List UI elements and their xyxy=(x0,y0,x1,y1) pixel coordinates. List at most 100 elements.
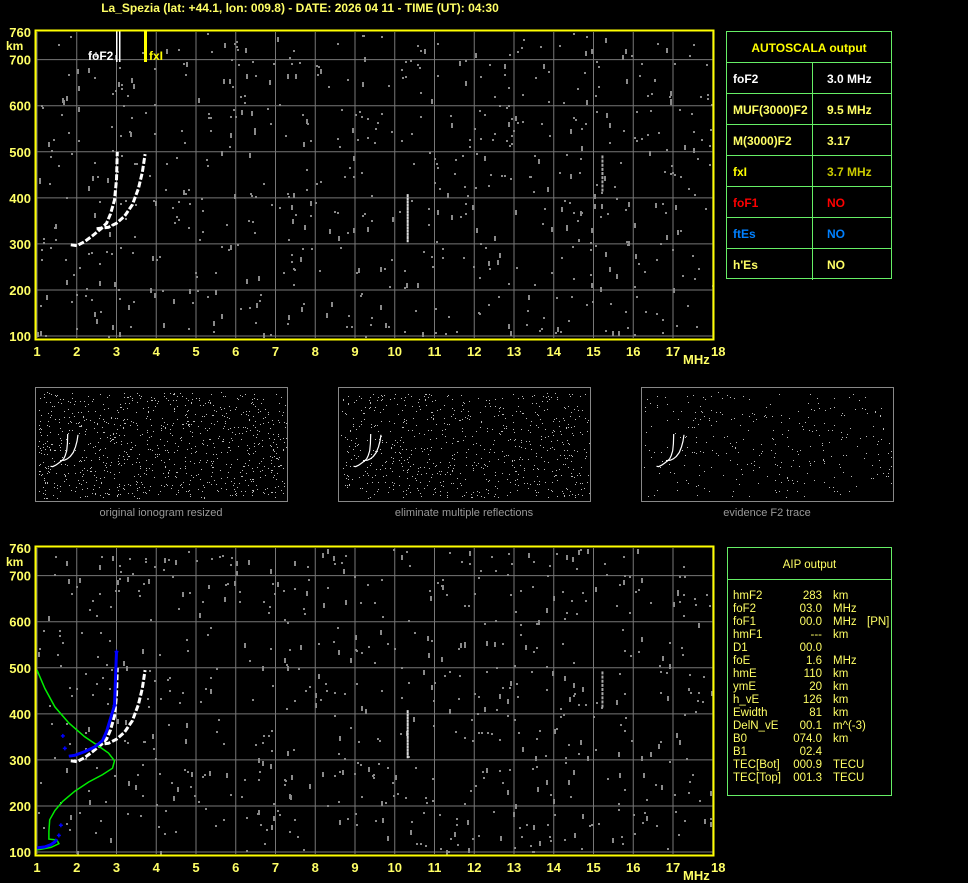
noise-dot xyxy=(718,455,719,456)
noise-dot xyxy=(686,480,687,481)
noise-dot xyxy=(476,465,477,466)
noise-dot xyxy=(334,563,336,565)
noise-dot xyxy=(439,471,440,472)
noise-dot xyxy=(182,692,184,694)
noise-dot xyxy=(146,418,147,419)
column-divider xyxy=(812,125,813,156)
noise-dot xyxy=(461,411,462,412)
noise-dot xyxy=(387,836,389,841)
noise-dot xyxy=(677,590,679,595)
noise-dot xyxy=(733,491,734,492)
noise-dot xyxy=(448,467,449,468)
noise-dot xyxy=(590,249,592,251)
noise-dot xyxy=(601,159,604,163)
noise-dot xyxy=(201,198,203,200)
noise-dot xyxy=(878,454,879,455)
noise-dot xyxy=(601,707,603,709)
noise-dot xyxy=(375,451,376,452)
noise-dot xyxy=(151,397,152,398)
noise-dot xyxy=(432,778,434,780)
noise-dot xyxy=(120,203,122,205)
noise-dot xyxy=(85,496,86,497)
noise-dot xyxy=(371,424,372,425)
noise-dot xyxy=(808,417,809,418)
noise-dot xyxy=(569,394,570,395)
noise-dot xyxy=(367,440,368,441)
noise-dot xyxy=(429,394,430,395)
noise-dot xyxy=(259,431,260,432)
noise-dot xyxy=(339,736,341,741)
noise-dot xyxy=(461,395,462,396)
noise-dot xyxy=(150,288,152,293)
noise-dot xyxy=(276,453,277,454)
noise-dot xyxy=(647,95,649,97)
noise-dot xyxy=(221,392,222,393)
noise-dot xyxy=(267,488,268,489)
noise-dot xyxy=(48,421,49,422)
noise-dot xyxy=(474,593,476,595)
noise-dot xyxy=(406,229,409,233)
noise-dot xyxy=(217,458,218,459)
noise-dot xyxy=(69,430,70,431)
noise-dot xyxy=(437,582,439,584)
noise-dot xyxy=(433,418,434,419)
noise-dot xyxy=(191,448,192,449)
noise-dot xyxy=(235,434,236,435)
noise-dot xyxy=(394,648,396,650)
noise-dot xyxy=(94,77,96,79)
noise-dot xyxy=(586,304,588,306)
noise-dot xyxy=(65,475,66,476)
aip-cross-marker xyxy=(62,746,67,751)
noise-dot xyxy=(465,213,467,215)
noise-dot xyxy=(453,438,454,439)
noise-dot xyxy=(47,482,48,483)
x-tick-label: 16 xyxy=(626,344,640,359)
noise-dot xyxy=(169,690,171,692)
noise-dot xyxy=(654,495,655,496)
noise-dot xyxy=(177,472,178,473)
noise-dot xyxy=(481,496,482,497)
noise-dot xyxy=(210,627,212,629)
noise-dot xyxy=(304,225,306,230)
noise-dot xyxy=(134,496,135,497)
noise-dot xyxy=(103,497,104,498)
noise-dot xyxy=(367,483,368,484)
noise-dot xyxy=(503,408,504,409)
noise-dot xyxy=(127,397,128,398)
noise-dot xyxy=(165,467,166,468)
noise-dot xyxy=(605,330,607,332)
noise-dot xyxy=(688,689,690,691)
noise-dot xyxy=(473,470,474,471)
noise-dot xyxy=(106,251,108,253)
noise-dot xyxy=(661,785,663,790)
noise-dot xyxy=(174,393,175,394)
noise-dot xyxy=(601,671,604,675)
noise-dot xyxy=(730,443,731,444)
noise-dot xyxy=(269,606,271,608)
noise-dot xyxy=(423,812,425,814)
noise-dot xyxy=(40,305,42,307)
noise-dot xyxy=(143,741,145,743)
noise-dot xyxy=(567,489,568,490)
noise-dot xyxy=(433,725,435,727)
noise-dot xyxy=(286,664,288,666)
noise-dot xyxy=(254,130,256,135)
noise-dot xyxy=(566,488,567,489)
noise-dot xyxy=(406,420,407,421)
noise-dot xyxy=(666,235,668,240)
noise-dot xyxy=(356,824,358,826)
noise-dot xyxy=(816,430,817,431)
noise-dot xyxy=(273,450,274,451)
noise-dot xyxy=(140,815,142,817)
noise-dot xyxy=(281,397,282,398)
noise-dot xyxy=(271,730,273,732)
noise-dot xyxy=(563,714,565,716)
noise-dot xyxy=(45,483,46,484)
noise-dot xyxy=(449,462,450,463)
noise-dot xyxy=(688,483,689,484)
noise-dot xyxy=(185,415,186,416)
noise-dot xyxy=(752,413,753,414)
noise-dot xyxy=(58,44,60,46)
noise-dot xyxy=(619,673,621,675)
noise-dot xyxy=(478,835,480,837)
